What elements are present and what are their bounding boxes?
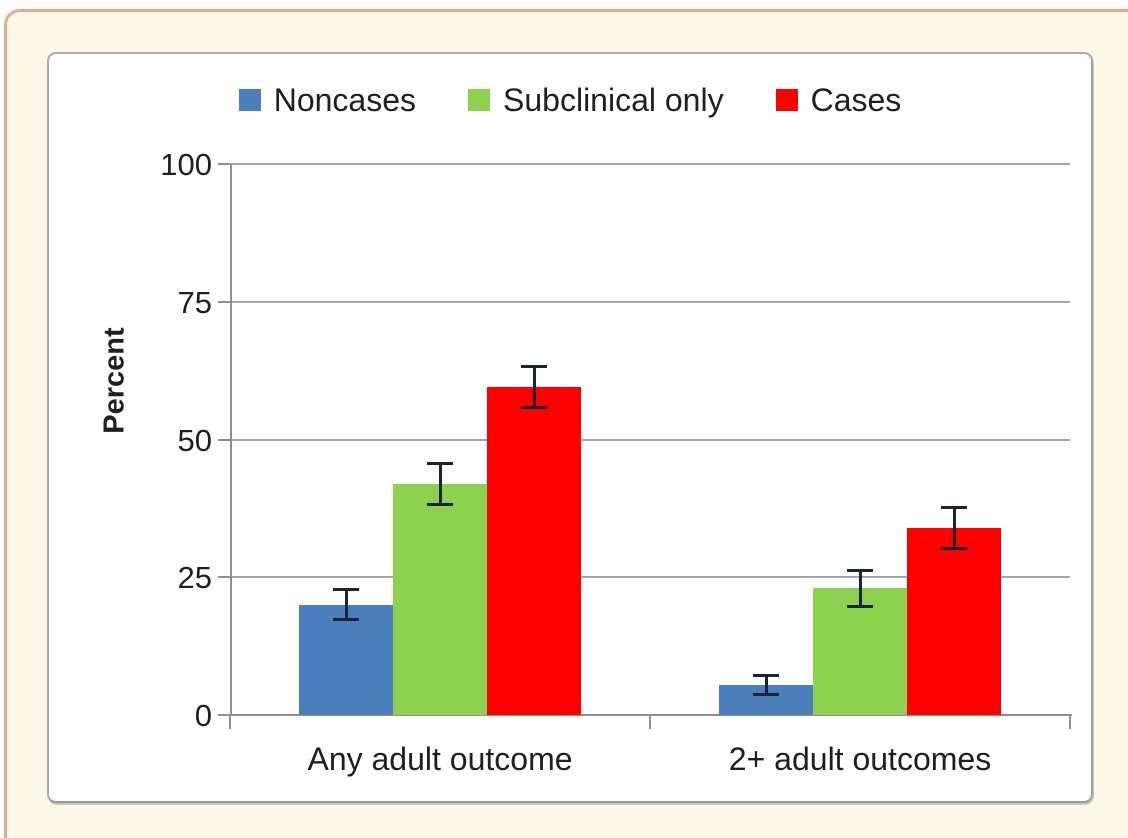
y-axis-tick-50 [218,438,230,441]
y-axis-tick-0 [218,714,230,716]
error-bar-noncases-cat1 [753,673,779,696]
error-bar-subclinical-only-cat1 [847,568,873,608]
error-bar-cap-bot [941,546,967,550]
y-axis-tick-75 [218,300,230,303]
x-category-label-0: Any adult outcome [307,741,573,777]
legend-item-subclinical-only: Subclinical only [468,84,724,116]
legend-swatch-icon [238,89,261,111]
legend-item-noncases: Noncases [238,82,417,118]
legend-swatch-icon [775,89,798,111]
legend-swatch-icon [468,89,491,111]
y-axis-tick-25 [218,576,230,579]
error-bar-stem [764,673,768,696]
gridline-75 [230,300,1070,303]
error-bar-stem [858,568,862,608]
x-axis-boundary-tick-1 [649,715,651,729]
y-tick-label-100: 100 [160,147,212,182]
y-tick-label-25: 25 [177,560,212,596]
y-axis-tick-100 [218,163,230,165]
legend-label: Cases [810,82,902,118]
error-bar-stem [438,461,442,506]
x-axis-boundary-tick-0 [229,715,231,729]
bar-cases-cat0 [487,387,581,715]
error-bar-cap-bot [753,692,779,696]
y-tick-label-75: 75 [177,284,212,320]
error-bar-stem [344,588,348,622]
y-tick-label-50: 50 [177,422,212,458]
error-bar-subclinical-only-cat0 [427,461,453,506]
error-bar-noncases-cat0 [333,588,359,622]
error-bar-cap-bot [333,618,359,622]
legend: Noncases Subclinical only Cases [49,84,1091,116]
legend-label: Subclinical only [503,82,724,118]
bar-subclinical-only-cat0 [393,483,487,715]
legend-item-cases: Cases [775,82,902,118]
error-bar-stem [952,505,956,550]
gridline-100 [230,163,1070,165]
x-category-label-1: 2+ adult outcomes [728,741,992,777]
legend-label: Noncases [273,82,417,118]
bar-cases-cat1 [907,527,1001,715]
gridline-25 [230,576,1070,579]
bar-noncases-cat0 [299,604,393,715]
error-bar-cases-cat1 [941,505,967,550]
error-bar-cap-bot [521,406,547,410]
error-bar-stem [532,365,536,410]
error-bar-cases-cat0 [521,365,547,410]
error-bar-cap-bot [427,502,453,506]
bar-subclinical-only-cat1 [813,588,907,715]
gridline-50 [230,438,1070,441]
y-tick-label-0: 0 [194,698,212,733]
y-axis-line [230,164,232,715]
plot-area: 0 25 50 75 100 Any adult outcome 2+ adult outc… [49,54,1091,801]
x-axis-line [230,714,1072,716]
error-bar-cap-bot [847,604,873,608]
x-axis-boundary-tick-2 [1069,715,1071,729]
